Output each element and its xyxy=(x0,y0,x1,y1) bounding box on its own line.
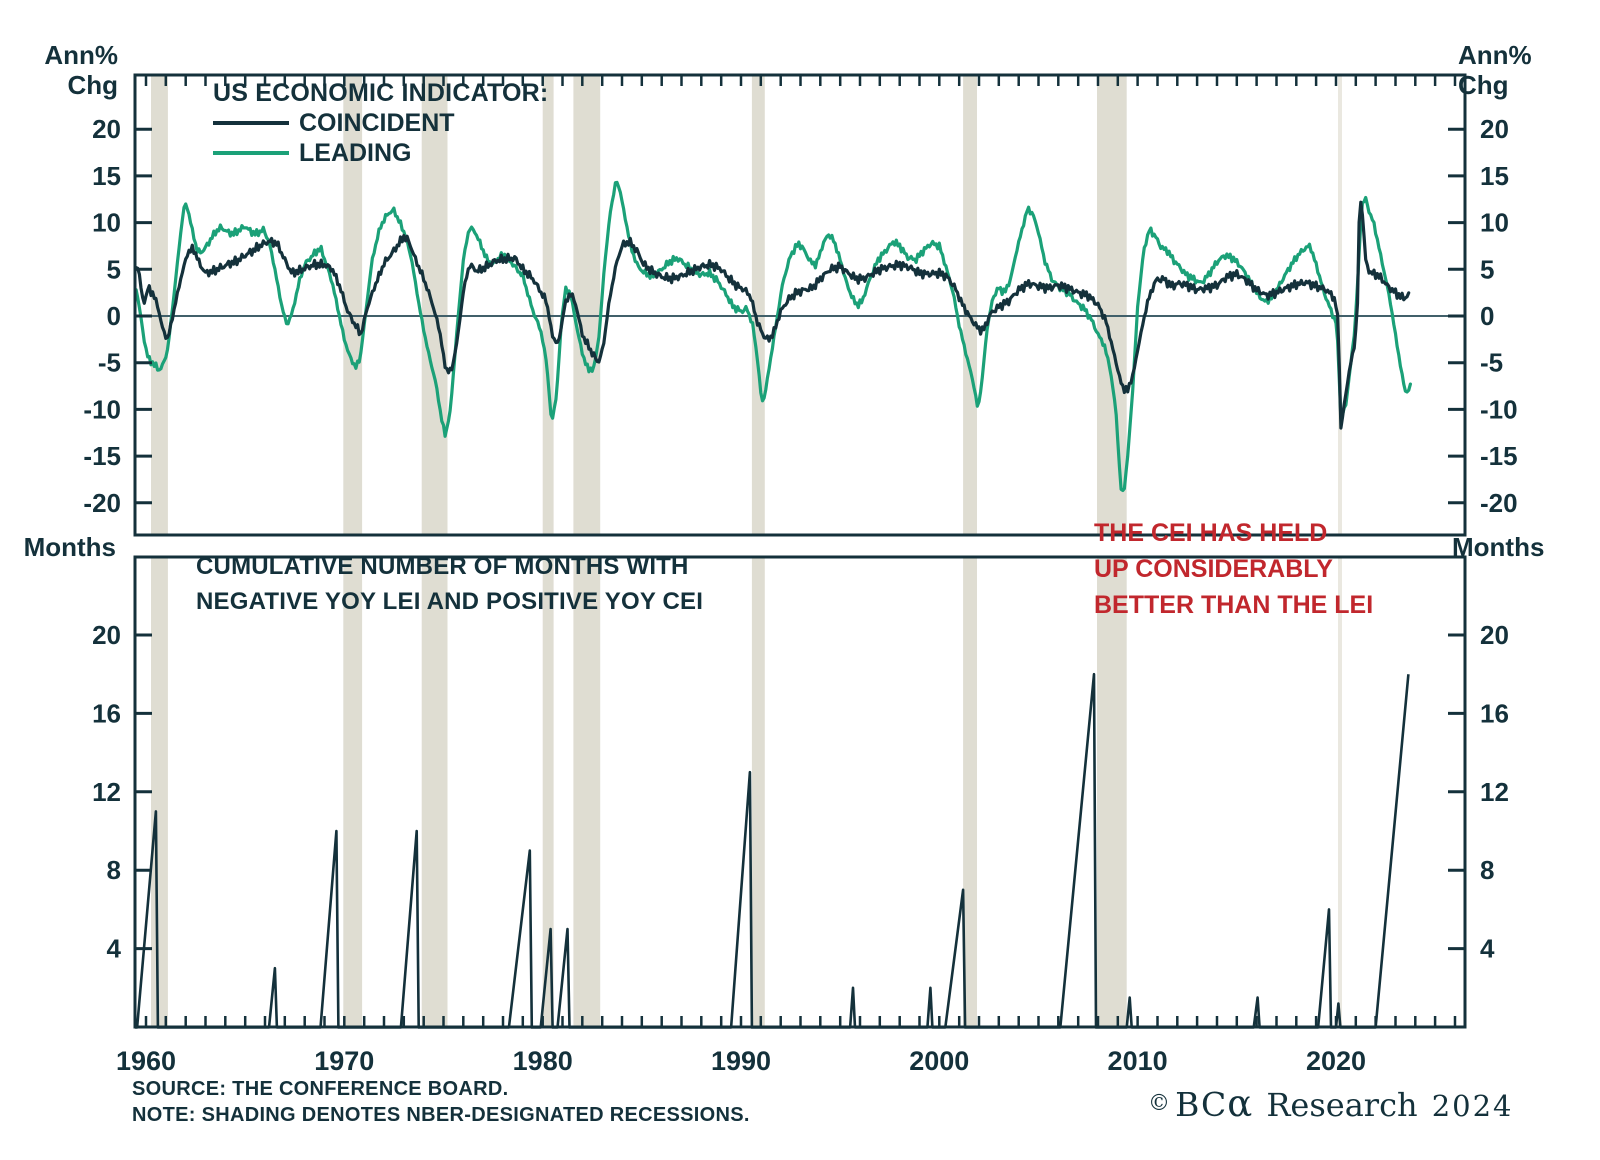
recession-band xyxy=(963,557,977,1027)
shading-note: NOTE: SHADING DENOTES NBER-DESIGNATED RE… xyxy=(132,1104,750,1126)
y-axis-unit-bottom-right: Months xyxy=(1452,532,1545,562)
axis-tick-label: -15 xyxy=(83,441,121,471)
axis-tick-label: 12 xyxy=(92,777,121,807)
axis-tick-label: -20 xyxy=(83,488,121,518)
axis-tick-label: 5 xyxy=(1480,254,1494,284)
coincident-line-swatch xyxy=(213,121,289,125)
footnotes: SOURCE: THE CONFERENCE BOARD. NOTE: SHAD… xyxy=(132,1076,750,1128)
x-axis-year-label: 1990 xyxy=(711,1046,771,1076)
y-axis-unit-line2: Chg xyxy=(1458,70,1509,100)
recession-band xyxy=(1097,557,1127,1027)
axis-tick-label: 10 xyxy=(92,208,121,238)
bottom-panel-title-line2: NEGATIVE YOY LEI AND POSITIVE YOY CEI xyxy=(196,588,704,615)
legend-title: US ECONOMIC INDICATOR: xyxy=(213,79,549,107)
legend-item-coincident: COINCIDENT xyxy=(213,108,548,138)
x-axis-year-label: 2000 xyxy=(909,1046,969,1076)
axis-tick-label: 16 xyxy=(1480,698,1509,728)
axis-tick-label: 5 xyxy=(107,254,121,284)
axis-tick-label: 20 xyxy=(1480,114,1509,144)
recession-band xyxy=(151,75,168,535)
cei-callout: THE CEI HAS HELD UP CONSIDERABLY BETTER … xyxy=(1094,515,1373,623)
recession-band xyxy=(751,557,765,1027)
recession-band xyxy=(1338,557,1342,1027)
recession-band xyxy=(1338,75,1342,535)
recession-band xyxy=(421,557,448,1027)
axis-tick-label: 0 xyxy=(1480,301,1494,331)
source-note: SOURCE: THE CONFERENCE BOARD. xyxy=(132,1078,509,1100)
axis-tick-label: -10 xyxy=(1480,394,1518,424)
recession-band xyxy=(1097,75,1127,535)
legend-item-label: COINCIDENT xyxy=(299,108,455,137)
cei-callout-line1: THE CEI HAS HELD xyxy=(1094,519,1328,547)
axis-tick-label: 20 xyxy=(1480,620,1509,650)
axis-tick-label: 10 xyxy=(1480,208,1509,238)
coincident-line xyxy=(135,200,1411,430)
axis-tick-label: -5 xyxy=(98,348,121,378)
cumulative-months-line xyxy=(135,672,1410,1029)
axis-tick-label: 8 xyxy=(107,855,121,885)
recession-band xyxy=(573,557,601,1027)
axis-tick-label: -5 xyxy=(1480,348,1503,378)
recession-band xyxy=(751,75,765,535)
axis-tick-label: 0 xyxy=(107,301,121,331)
axis-tick-label: 15 xyxy=(1480,161,1509,191)
axis-tick-label: 20 xyxy=(92,620,121,650)
bottom-panel-frame xyxy=(133,555,1467,1029)
y-axis-unit-top-left: Ann% Chg xyxy=(18,40,118,100)
y-axis-unit-line1: Ann% xyxy=(1458,40,1532,70)
logo-alpha: α xyxy=(1227,1082,1253,1125)
bottom-panel-title: CUMULATIVE NUMBER OF MONTHS WITH NEGATIV… xyxy=(196,549,703,619)
y-axis-unit-bottom-left: Months xyxy=(23,532,116,562)
recession-band xyxy=(963,75,977,535)
cei-callout-line2: UP CONSIDERABLY xyxy=(1094,555,1333,583)
axis-tick-label: 20 xyxy=(92,114,121,144)
x-axis-year-label: 1970 xyxy=(314,1046,374,1076)
x-axis-year-label: 1980 xyxy=(513,1046,573,1076)
recession-band xyxy=(343,557,363,1027)
axis-tick-label: 12 xyxy=(1480,777,1509,807)
bca-research-logo: © BCα Research 2024 xyxy=(1148,1082,1514,1125)
x-axis-year-label: 1960 xyxy=(116,1046,176,1076)
logo-bc: BC xyxy=(1175,1085,1228,1124)
recession-band xyxy=(151,557,168,1027)
recession-band xyxy=(573,75,601,535)
x-axis-year-label: 2020 xyxy=(1306,1046,1366,1076)
logo-year: 2024 xyxy=(1431,1089,1514,1123)
legend-item-leading: LEADING xyxy=(213,138,548,168)
legend: US ECONOMIC INDICATOR: COINCIDENT LEADIN… xyxy=(213,78,548,168)
axis-tick-label: 15 xyxy=(92,161,121,191)
y-axis-unit-line2: Chg xyxy=(67,70,118,100)
axis-tick-label: 16 xyxy=(92,698,121,728)
axis-tick-label: -20 xyxy=(1480,488,1518,518)
recession-band xyxy=(343,75,363,535)
cei-callout-line3: BETTER THAN THE LEI xyxy=(1094,591,1374,619)
logo-research: Research xyxy=(1266,1086,1418,1124)
recession-band xyxy=(542,557,554,1027)
axis-tick-label: -10 xyxy=(83,394,121,424)
axis-tick-label: 4 xyxy=(107,934,122,964)
y-axis-unit-line1: Ann% xyxy=(44,40,118,70)
x-axis-year-label: 2010 xyxy=(1108,1046,1168,1076)
legend-item-label: LEADING xyxy=(299,138,412,167)
axis-tick-label: -15 xyxy=(1480,441,1518,471)
recession-band xyxy=(421,75,448,535)
copyright-symbol: © xyxy=(1148,1091,1170,1116)
axis-tick-label: 4 xyxy=(1480,934,1495,964)
y-axis-unit-top-right: Ann% Chg xyxy=(1458,40,1568,100)
leading-line-swatch xyxy=(213,151,289,155)
axis-tick-label: 8 xyxy=(1480,855,1494,885)
leading-line xyxy=(135,180,1412,493)
bottom-panel-title-line1: CUMULATIVE NUMBER OF MONTHS WITH xyxy=(196,553,689,580)
